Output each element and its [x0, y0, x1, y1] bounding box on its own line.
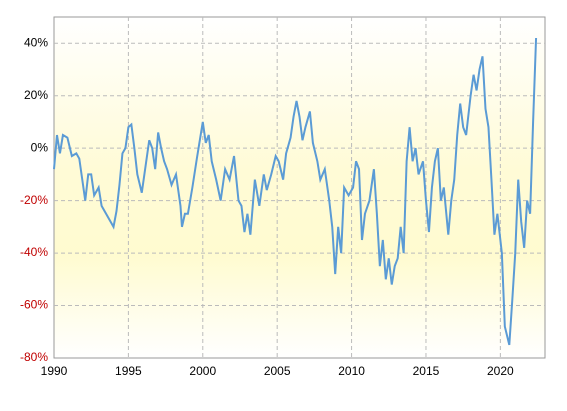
line-series	[53, 37, 538, 346]
x-tick-label: 2020	[487, 364, 514, 378]
y-tick-label: -60%	[20, 298, 48, 312]
y-tick-label: 0%	[31, 140, 49, 154]
y-tick-label: 40%	[24, 35, 48, 49]
x-tick-label: 1995	[115, 364, 142, 378]
y-tick-label: -20%	[20, 193, 48, 207]
y-tick-label: -40%	[20, 245, 48, 259]
y-tick-label: -80%	[20, 350, 48, 364]
x-tick-label: 2005	[264, 364, 291, 378]
y-tick-label: 20%	[24, 88, 48, 102]
x-tick-label: 2015	[413, 364, 440, 378]
x-tick-label: 1990	[41, 364, 68, 378]
x-tick-label: 2000	[189, 364, 216, 378]
x-tick-label: 2010	[338, 364, 365, 378]
plot-area	[53, 16, 546, 359]
